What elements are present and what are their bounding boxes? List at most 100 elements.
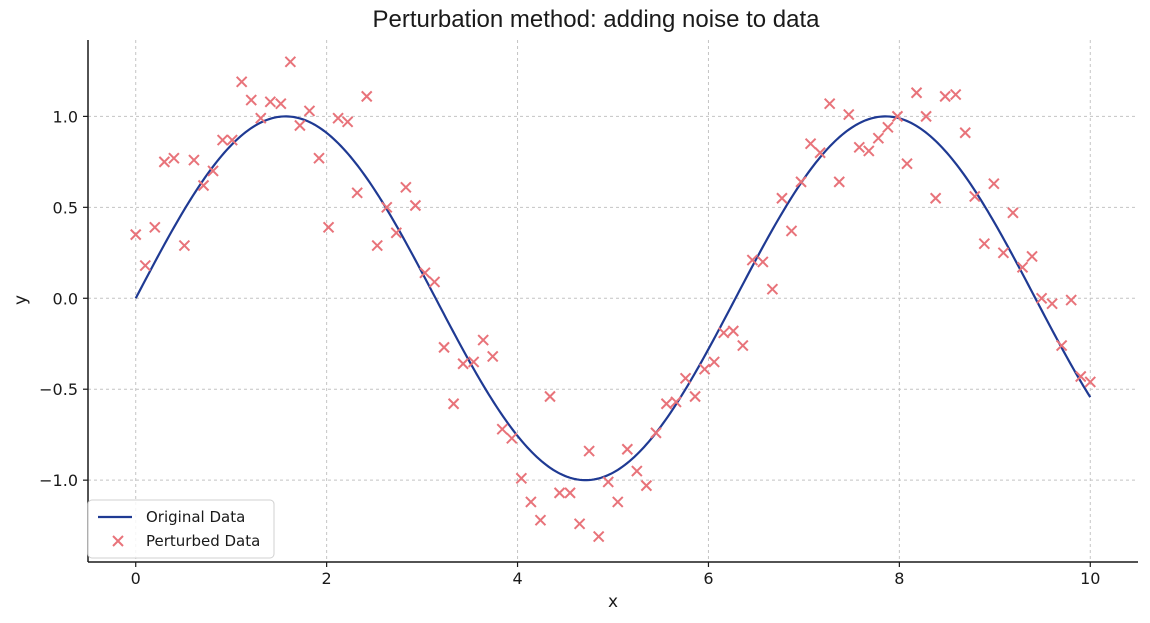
- scatter-point: [1084, 376, 1096, 388]
- scatter-point: [737, 339, 749, 352]
- scatter-point: [419, 267, 431, 279]
- scatter-point: [216, 134, 229, 146]
- scatter-point: [158, 156, 171, 168]
- x-tick-label: 4: [512, 569, 522, 588]
- scatter-point: [197, 179, 210, 192]
- scatter-point: [650, 427, 662, 439]
- scatter-point: [544, 390, 556, 403]
- scatter-point: [1075, 370, 1087, 383]
- scatter-point: [564, 487, 576, 499]
- scatter-point: [959, 127, 971, 139]
- scatter-point: [400, 181, 412, 194]
- scatter-point: [910, 87, 923, 99]
- y-tick-label: 0.0: [53, 289, 78, 308]
- scatter-point: [785, 225, 798, 237]
- scatter-point: [351, 187, 363, 199]
- scatter-point: [920, 110, 932, 123]
- scatter-point: [409, 199, 422, 212]
- scatter-point: [553, 487, 566, 499]
- scatter-point: [284, 56, 297, 68]
- scatter-point: [1007, 207, 1019, 219]
- legend-label-perturbed: Perturbed Data: [146, 532, 260, 550]
- scatter-point: [766, 283, 779, 295]
- scatter-point: [969, 190, 981, 203]
- scatter-point: [698, 363, 711, 375]
- scatter-point: [988, 177, 1000, 190]
- scatter-point: [1046, 298, 1058, 310]
- scatter-point: [872, 132, 885, 144]
- scatter-point: [621, 443, 634, 455]
- scatter-point: [294, 119, 306, 132]
- scatter-point: [381, 201, 393, 214]
- scatter-point: [303, 105, 316, 117]
- grid: [88, 40, 1138, 562]
- scatter-point: [901, 157, 913, 170]
- scatter-point: [264, 96, 277, 108]
- scatter-point: [467, 356, 480, 368]
- scatter-point: [130, 228, 142, 241]
- scatter-point: [1065, 294, 1077, 306]
- scatter-point: [882, 121, 894, 134]
- scatter-point: [670, 396, 682, 408]
- scatter-point: [371, 239, 383, 252]
- scatter-point: [506, 432, 518, 445]
- scatter-point: [255, 112, 267, 124]
- scatter-point: [939, 90, 951, 103]
- legend-frame: [87, 499, 275, 559]
- scatter-point: [853, 141, 865, 154]
- legend: Original Data Perturbed Data: [87, 499, 275, 559]
- legend-scatter-mark: [112, 535, 124, 547]
- x-tick-label: 0: [131, 569, 141, 588]
- scatter-point: [226, 134, 238, 146]
- scatter-point: [496, 423, 508, 435]
- scatter-point: [168, 152, 180, 164]
- scatter-point: [332, 112, 344, 124]
- scatter-point: [978, 237, 991, 250]
- scatter-point: [757, 256, 769, 268]
- legend-label-original: Original Data: [146, 508, 245, 526]
- scatter-point: [592, 530, 605, 543]
- scatter-point: [341, 116, 354, 128]
- scatter-point: [515, 472, 528, 485]
- scatter-point: [313, 152, 325, 164]
- scatter-point: [929, 192, 942, 204]
- scatter-point: [207, 165, 219, 177]
- scatter-point: [814, 147, 826, 159]
- chart-title: Perturbation method: adding noise to dat…: [373, 6, 821, 33]
- scatter-point: [487, 350, 499, 363]
- scatter-point: [477, 334, 489, 346]
- scatter-point: [843, 108, 855, 121]
- y-tick-label: −1.0: [39, 471, 78, 490]
- scatter-point: [322, 221, 335, 234]
- scatter-point: [447, 398, 460, 410]
- scatter-point: [718, 327, 730, 339]
- x-axis-label: x: [608, 592, 618, 612]
- scatter-point: [534, 514, 547, 526]
- scatter-point: [1055, 339, 1068, 352]
- scatter-point: [660, 398, 673, 410]
- scatter-point: [525, 496, 537, 508]
- scatter-point: [602, 476, 614, 488]
- scatter-point: [708, 356, 720, 368]
- scatter-point: [689, 390, 701, 403]
- scatter-point: [245, 94, 257, 106]
- scatter-point: [573, 518, 586, 530]
- scatter-point: [583, 445, 595, 457]
- x-tick-label: 10: [1080, 569, 1100, 588]
- scatter-point: [823, 97, 836, 110]
- scatter-point: [139, 259, 151, 272]
- scatter-point: [863, 145, 875, 157]
- scatter-point: [1035, 292, 1048, 304]
- scatter-point: [457, 358, 469, 370]
- scatter-point: [679, 372, 692, 385]
- scatter-point: [149, 221, 161, 234]
- scatter-point: [776, 192, 788, 204]
- scatter-point: [275, 97, 287, 110]
- axes: 0 2 4 6 8 10 −1.0 −0.5 0.0 0.5 1.0: [39, 40, 1138, 588]
- y-axis-label: y: [11, 295, 31, 305]
- series-original-line: [134, 115, 1092, 482]
- plot-area: [130, 56, 1096, 543]
- scatter-point: [438, 341, 450, 354]
- scatter-point: [631, 465, 643, 477]
